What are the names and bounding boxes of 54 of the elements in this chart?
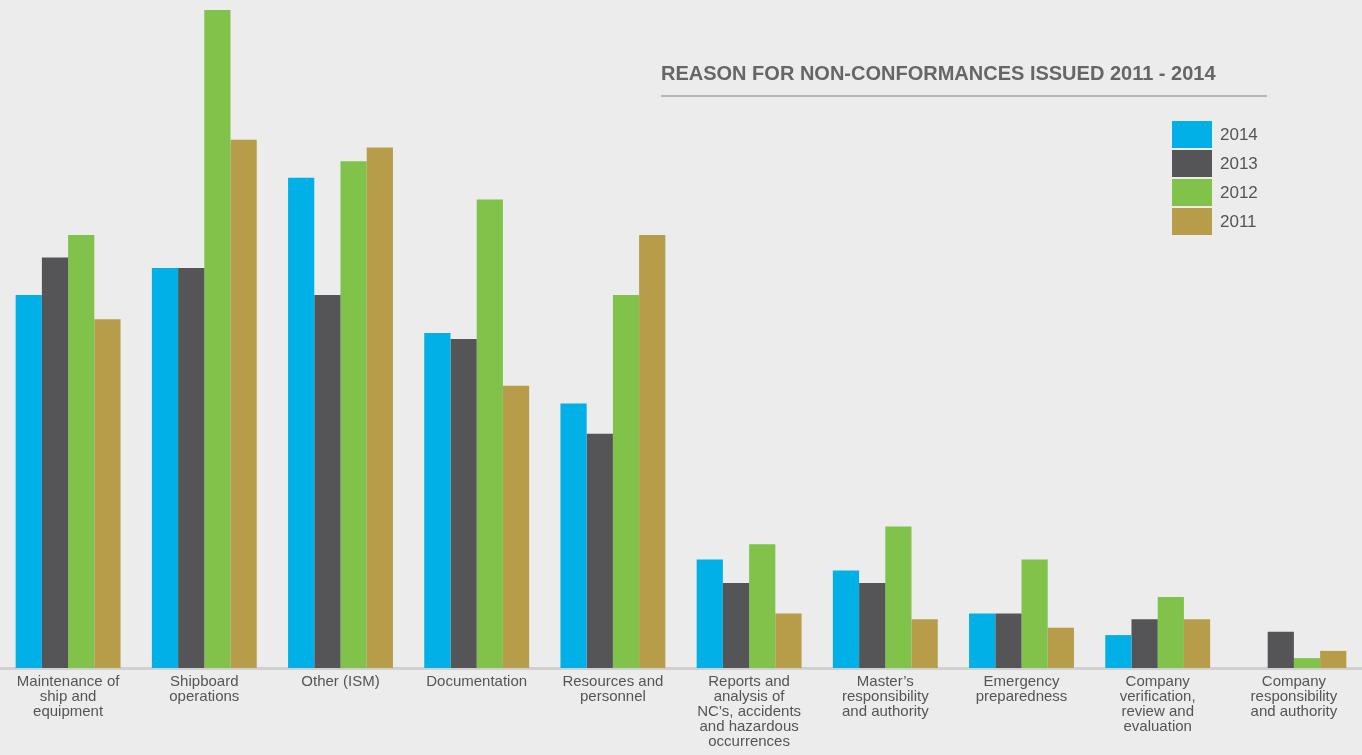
bar <box>1105 635 1132 668</box>
bar <box>94 319 121 668</box>
bar <box>288 177 315 668</box>
bar <box>1021 559 1048 668</box>
bar <box>612 294 640 668</box>
bar <box>696 559 723 668</box>
bar <box>450 339 477 668</box>
bar <box>476 199 503 668</box>
x-tick-label: Reports and analysis of NC’s, accidents and hazardous occurrences <box>697 671 802 749</box>
bar <box>15 294 42 668</box>
bar <box>722 583 750 668</box>
bar <box>995 613 1022 668</box>
bar <box>178 267 205 668</box>
bar <box>151 267 179 668</box>
text: REASON FOR NON-CONFORMANCES ISSUED 2011 - 2014 <box>661 62 1267 97</box>
bar <box>911 619 938 668</box>
legend-label: 2011 <box>1220 211 1257 232</box>
bar <box>230 139 257 668</box>
bar <box>1131 619 1158 668</box>
bar <box>1047 627 1074 668</box>
x-tick-label: Company verification, review and evaluation <box>1119 671 1196 734</box>
bar <box>68 235 95 668</box>
bar <box>314 294 341 668</box>
bar <box>749 544 776 668</box>
x-tick-label: Master’s responsibility and authority <box>841 671 930 719</box>
bar <box>204 10 231 668</box>
bar <box>859 583 886 668</box>
x-tick-label: Other (ISM) <box>301 671 380 689</box>
bar <box>502 385 530 668</box>
bar <box>41 257 69 668</box>
x-tick-label: Maintenance of ship and equipment <box>16 671 121 719</box>
bar <box>340 161 367 668</box>
bar <box>1267 631 1294 668</box>
bar <box>1157 596 1184 668</box>
x-tick-label: Emergency preparedness <box>975 671 1068 704</box>
bar <box>639 235 666 668</box>
bar <box>885 526 912 668</box>
legend-label: 2012 <box>1220 182 1258 203</box>
bar <box>586 433 613 668</box>
legend-label: 2014 <box>1220 124 1258 145</box>
bar <box>1293 658 1321 668</box>
x-tick-label: Company responsibility and authority <box>1250 671 1338 719</box>
bar <box>560 403 587 668</box>
legend-label: 2013 <box>1220 153 1258 174</box>
bar <box>1183 619 1211 668</box>
bar <box>832 570 860 668</box>
x-tick-label: Shipboard operations <box>169 671 240 704</box>
bar <box>969 613 996 668</box>
x-tick-label: Resources and personnel <box>562 671 664 704</box>
bar <box>1320 650 1347 668</box>
bar <box>775 613 802 668</box>
bar <box>366 147 393 668</box>
x-tick-label: Documentation <box>426 671 528 689</box>
bar <box>424 333 451 668</box>
